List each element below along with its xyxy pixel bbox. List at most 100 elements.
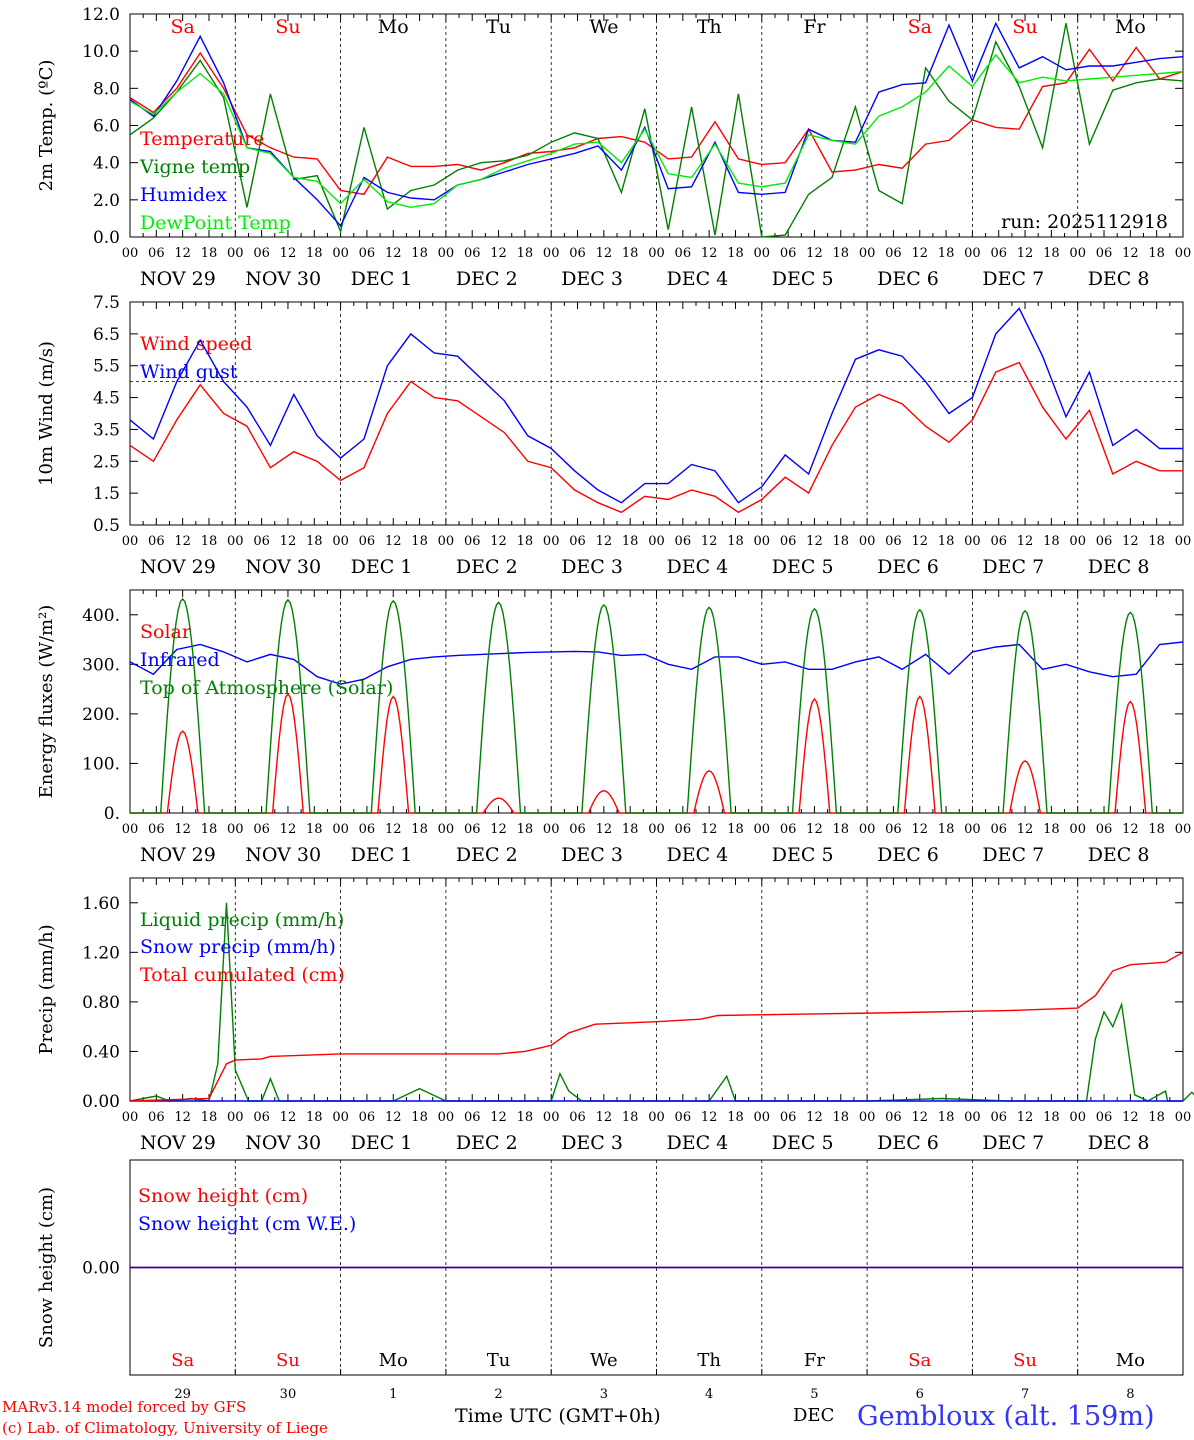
series-line-humidex [129,21,1184,228]
hour-label: 18 [1148,1110,1165,1125]
panel-1: 00 06 12 18 00 06 12 18 00 06 12 18 00 06 12 18 00 06 12 18… [36,5,1191,290]
hour-label: 12 [806,822,823,837]
hour-label: 06 [569,1110,586,1125]
hour-label: 06 [253,1110,270,1125]
hour-label: 12 [490,822,507,837]
date-label: NOV 29 [140,1132,216,1154]
hour-label: 12 [1017,822,1034,837]
hour-label: 18 [1043,1110,1060,1125]
date-label: DEC 5 [772,556,834,578]
x-axis-month: DEC [793,1405,835,1426]
hour-label: 18 [1043,246,1060,261]
hour-label: 18 [727,1110,744,1125]
date-label: DEC 6 [877,268,939,290]
hour-label: 00 [227,1110,244,1125]
plot-frame [129,301,1184,526]
hour-label: 06 [885,822,902,837]
series-line-dewpoint-temp [129,53,1184,209]
hour-label: 18 [938,1110,955,1125]
hour-label: 00 [859,822,876,837]
hour-label: 18 [622,534,639,549]
hour-label: 06 [359,534,376,549]
legend-entry: Snow height (cm) [138,1185,308,1207]
date-label: DEC 7 [982,1132,1044,1154]
hour-label: 06 [253,822,270,837]
hour-label: 00 [754,246,771,261]
hour-label: 00 [1175,1110,1192,1125]
y-tick-label: 200. [82,705,120,725]
y-tick-label: 2.0 [93,191,120,211]
hour-label: 06 [569,246,586,261]
hour-label: 12 [490,246,507,261]
hour-label: 00 [859,246,876,261]
y-tick-label: 4.5 [93,389,120,409]
date-label: DEC 7 [982,268,1044,290]
hour-label: 00 [332,822,349,837]
date-label: DEC 5 [772,268,834,290]
date-label: DEC 2 [456,268,518,290]
hour-label: 00 [1175,246,1192,261]
hour-label: 18 [938,246,955,261]
date-label: DEC 3 [561,556,623,578]
y-tick-label: 300. [82,655,120,675]
series-line-wind-speed [129,361,1183,514]
hour-label: 00 [1069,1110,1086,1125]
day-of-week-label: Sa [171,1350,194,1371]
hour-label: 12 [280,534,297,549]
hour-label: 00 [122,534,139,549]
date-label: DEC 2 [456,1132,518,1154]
day-number-label: 5 [810,1387,818,1402]
plot-frame [129,589,1184,814]
day-number-label: 8 [1126,1387,1134,1402]
hour-label: 18 [1043,822,1060,837]
day-of-week-label: Mo [1116,1350,1145,1371]
date-label: DEC 6 [877,1132,939,1154]
hour-label: 00 [648,1110,665,1125]
y-tick-label: 4.0 [93,154,120,174]
date-label: DEC 3 [561,1132,623,1154]
day-of-week-label: Tu [487,1350,511,1371]
date-label: DEC 4 [667,1132,729,1154]
date-label: DEC 3 [561,844,623,866]
hour-label: 06 [990,246,1007,261]
y-tick-label: 0.40 [82,1042,120,1062]
y-tick-label: 0.00 [82,1092,120,1112]
hour-label: 12 [1017,1110,1034,1125]
hour-label: 06 [464,1110,481,1125]
hour-label: 06 [464,822,481,837]
day-of-week-label: We [590,1350,618,1371]
day-number-label: 7 [1021,1387,1029,1402]
hour-label: 06 [359,1110,376,1125]
hour-label: 18 [833,246,850,261]
hour-label: 06 [359,822,376,837]
hour-label: 00 [227,534,244,549]
date-label: DEC 1 [351,556,413,578]
date-label: DEC 4 [667,556,729,578]
y-tick-label: 1.5 [93,484,120,504]
hour-label: 12 [911,246,928,261]
day-number-label: 2 [494,1387,502,1402]
date-label: DEC 7 [982,556,1044,578]
hour-label: 06 [780,822,797,837]
hour-label: 06 [464,534,481,549]
hour-label: 12 [385,534,402,549]
hour-label: 00 [332,246,349,261]
hour-label: 06 [885,1110,902,1125]
hour-label: 18 [306,1110,323,1125]
y-tick-label: 0. [104,804,120,824]
hour-label: 18 [622,822,639,837]
hour-label: 12 [596,246,613,261]
hour-label: 06 [569,534,586,549]
hour-label: 06 [1096,246,1113,261]
hour-label: 06 [148,822,165,837]
hour-label: 12 [174,246,191,261]
hour-label: 00 [859,534,876,549]
hour-label: 12 [1122,1110,1139,1125]
hour-label: 00 [543,822,560,837]
y-axis-title: 10m Wind (m/s) [36,341,57,486]
hour-label: 12 [385,1110,402,1125]
y-tick-label: 3.5 [93,420,120,440]
date-label: DEC 1 [351,844,413,866]
y-tick-label: 2.5 [93,452,120,472]
